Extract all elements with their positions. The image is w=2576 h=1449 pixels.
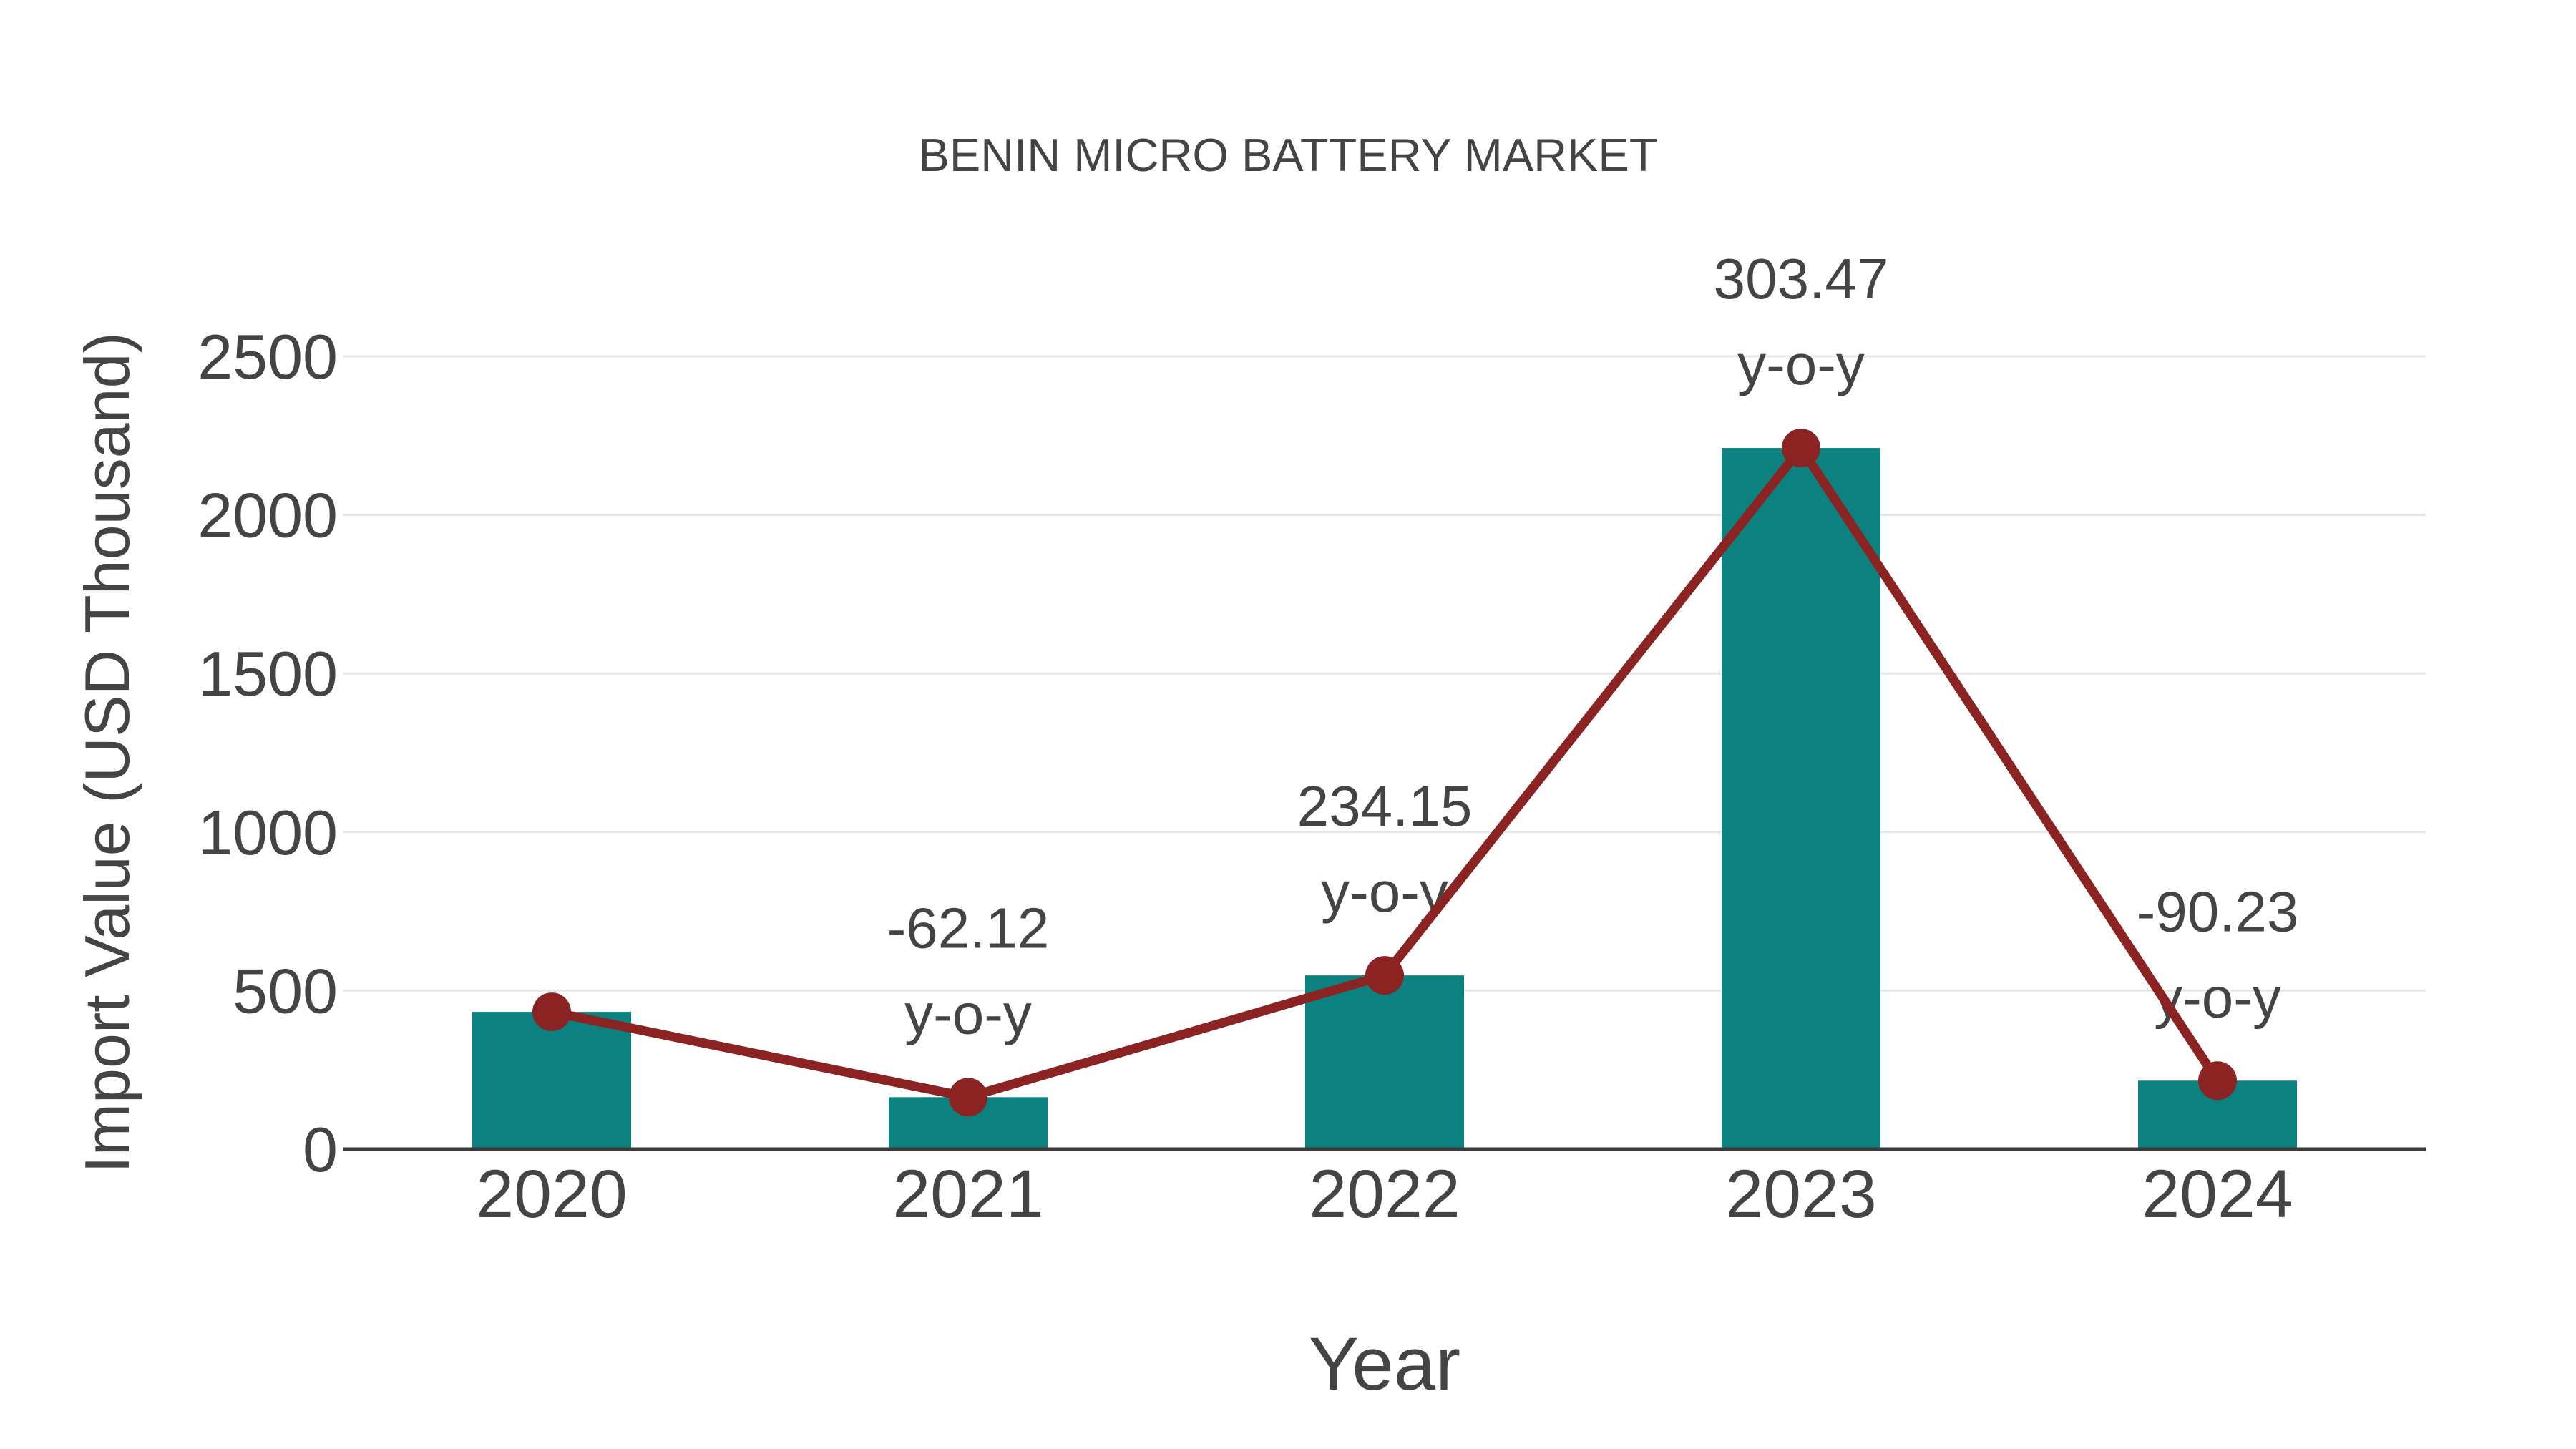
x-tick-label-2020: 2020: [476, 1156, 627, 1232]
bar-2020: [472, 1012, 631, 1149]
chart-title: BENIN MICRO BATTERY MARKET: [919, 129, 1658, 181]
y-tick-label-2500: 2500: [197, 321, 338, 392]
marker-2021: [949, 1078, 987, 1117]
annotation-label-2023: y-o-y: [1737, 333, 1865, 396]
y-tick-label-500: 500: [233, 955, 338, 1026]
marker-2020: [532, 992, 571, 1032]
marker-2023: [1782, 429, 1820, 468]
bar-2023: [1722, 448, 1880, 1149]
annotation-label-2022: y-o-y: [1321, 860, 1448, 924]
y-tick-label-0: 0: [303, 1114, 338, 1185]
annotation-value-2024: -90.23: [2137, 879, 2299, 943]
y-tick-label-2000: 2000: [197, 480, 338, 551]
annotation-value-2021: -62.12: [887, 896, 1050, 960]
x-axis-title: Year: [1309, 1322, 1460, 1406]
x-tick-label-2024: 2024: [2142, 1156, 2293, 1232]
y-tick-label-1000: 1000: [197, 797, 338, 868]
annotation-label-2021: y-o-y: [904, 982, 1032, 1045]
x-tick-label-2023: 2023: [1725, 1156, 1876, 1232]
bar-2022: [1305, 975, 1464, 1149]
y-axis-title: Import Value (USD Thousand): [72, 332, 142, 1174]
marker-2022: [1365, 956, 1404, 995]
annotation-value-2023: 303.47: [1714, 247, 1889, 311]
x-tick-label-2021: 2021: [892, 1156, 1043, 1232]
annotation-value-2022: 234.15: [1297, 774, 1473, 838]
y-tick-label-1500: 1500: [197, 638, 338, 709]
x-tick-label-2022: 2022: [1309, 1156, 1460, 1232]
marker-2024: [2198, 1061, 2237, 1101]
